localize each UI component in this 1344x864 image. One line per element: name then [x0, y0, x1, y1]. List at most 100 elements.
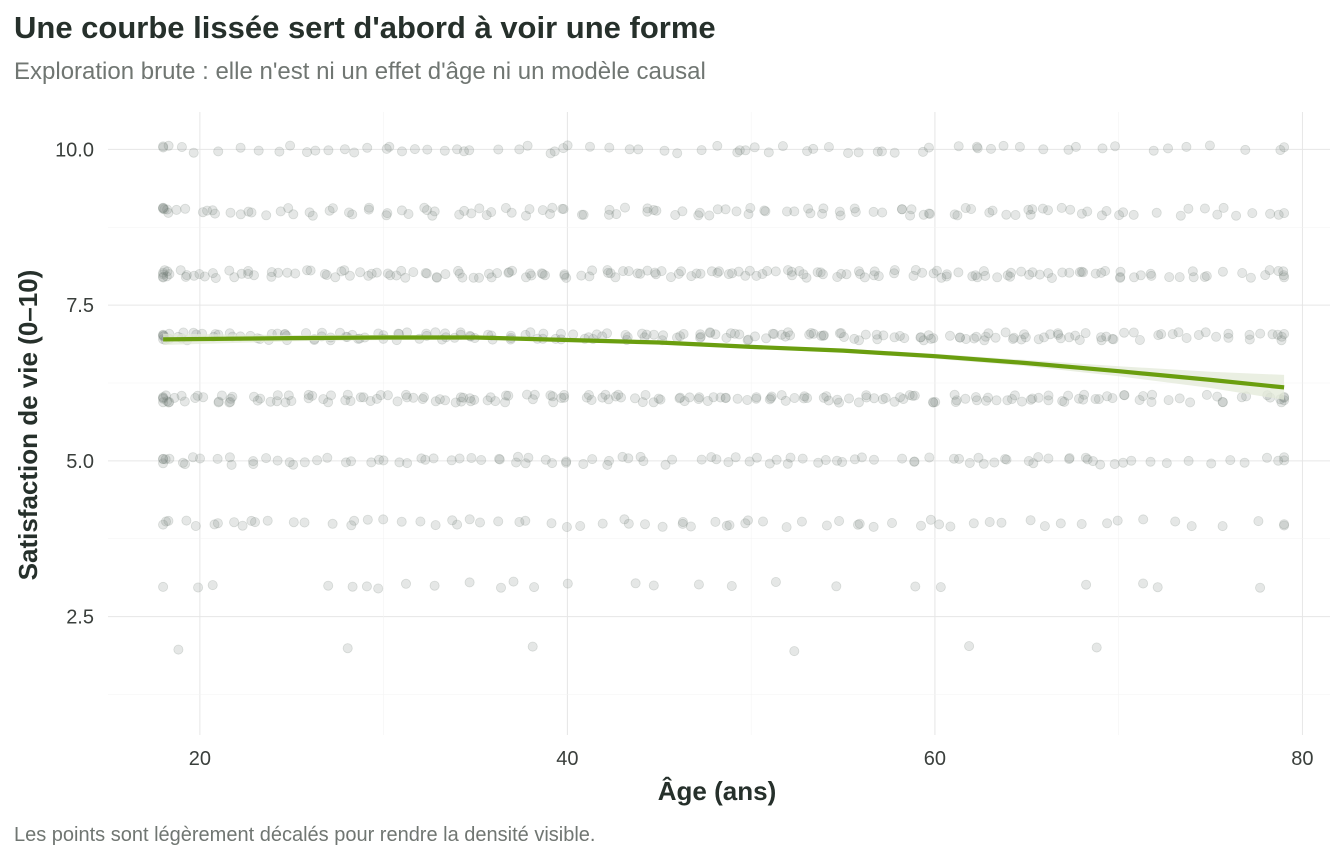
data-point	[162, 396, 173, 407]
data-point	[1074, 393, 1085, 404]
data-point	[724, 520, 735, 531]
data-point	[522, 140, 533, 151]
data-point	[286, 395, 297, 406]
data-point	[1027, 204, 1038, 215]
data-point	[577, 209, 588, 220]
data-point	[558, 143, 569, 154]
data-point	[421, 268, 432, 279]
data-point	[1016, 334, 1027, 345]
y-tick-label: 2.5	[66, 607, 94, 629]
data-point	[346, 520, 357, 531]
data-point	[960, 202, 971, 213]
data-point	[1118, 457, 1129, 468]
data-point	[396, 516, 407, 527]
data-point	[1006, 267, 1017, 278]
data-point	[400, 272, 411, 283]
data-point	[813, 457, 824, 468]
data-point	[164, 396, 175, 407]
data-point	[358, 392, 369, 403]
data-point	[802, 392, 813, 403]
data-point	[290, 268, 301, 279]
data-point	[1014, 141, 1025, 152]
data-point	[540, 454, 551, 465]
data-point	[180, 271, 191, 282]
data-point	[1138, 391, 1149, 402]
data-point	[693, 579, 704, 590]
data-point	[452, 144, 463, 155]
data-point	[304, 207, 315, 218]
data-point	[558, 203, 569, 214]
data-point	[342, 389, 353, 400]
data-point	[843, 147, 854, 158]
data-point	[494, 454, 505, 465]
data-point	[983, 328, 994, 339]
data-point	[670, 209, 681, 220]
data-point	[355, 392, 366, 403]
y-tick-label: 7.5	[66, 295, 94, 317]
data-point	[158, 202, 169, 213]
data-point	[158, 142, 169, 153]
data-point	[877, 394, 888, 405]
data-point	[708, 392, 719, 403]
data-point	[611, 209, 622, 220]
data-point	[431, 272, 442, 283]
data-point	[158, 202, 169, 213]
data-point	[420, 454, 431, 465]
data-point	[453, 265, 464, 276]
data-point	[635, 268, 646, 279]
data-point	[960, 393, 971, 404]
data-point	[1151, 207, 1162, 218]
data-point	[349, 147, 360, 158]
data-point	[860, 329, 871, 340]
data-point	[299, 517, 310, 528]
data-point	[835, 210, 846, 221]
data-point	[1055, 518, 1066, 529]
data-point	[744, 265, 755, 276]
data-point	[336, 266, 347, 277]
data-point	[400, 578, 411, 589]
data-point	[1273, 209, 1284, 220]
data-point	[925, 514, 936, 525]
data-point	[485, 392, 496, 403]
data-point	[421, 205, 432, 216]
data-point	[758, 516, 769, 527]
data-point	[179, 396, 190, 407]
data-point	[695, 329, 706, 340]
data-point	[1244, 334, 1255, 345]
data-point	[1126, 455, 1137, 466]
data-point	[714, 266, 725, 277]
data-point	[651, 205, 662, 216]
data-point	[469, 394, 480, 405]
data-point	[307, 210, 318, 221]
data-point	[1276, 331, 1287, 342]
data-point	[705, 327, 716, 338]
data-point	[303, 389, 314, 400]
data-point	[454, 209, 465, 220]
data-point	[855, 268, 866, 279]
data-point	[1070, 141, 1081, 152]
data-point	[854, 335, 865, 346]
data-point	[394, 457, 405, 468]
data-point	[466, 208, 477, 219]
data-point	[803, 203, 814, 214]
data-point	[945, 521, 956, 532]
data-point	[1181, 141, 1192, 152]
data-point	[839, 331, 850, 342]
data-point	[1039, 521, 1050, 532]
data-point	[159, 265, 170, 276]
data-point	[1265, 208, 1276, 219]
data-point	[798, 393, 809, 404]
data-point	[1199, 203, 1210, 214]
data-point	[243, 206, 254, 217]
data-point	[562, 578, 573, 589]
data-point	[861, 392, 872, 403]
data-point	[235, 142, 246, 153]
data-point	[712, 140, 723, 151]
data-point	[978, 458, 989, 469]
data-point	[299, 457, 310, 468]
data-point	[585, 141, 596, 152]
data-point	[524, 204, 535, 215]
data-point	[1245, 272, 1256, 283]
data-point	[949, 209, 960, 220]
data-point	[305, 265, 316, 276]
